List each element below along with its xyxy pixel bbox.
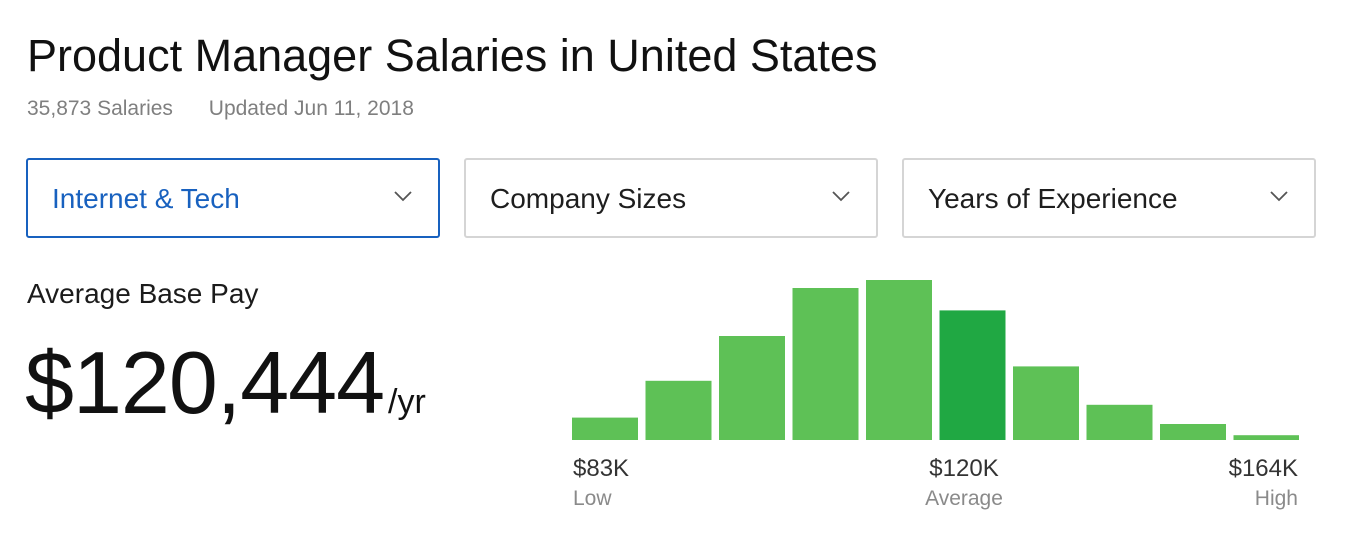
histogram-bar	[792, 288, 859, 440]
industry-filter-label: Internet & Tech	[52, 183, 240, 214]
histogram-bar-average	[939, 310, 1006, 440]
histogram-bar	[645, 380, 712, 440]
experience-filter-label: Years of Experience	[928, 183, 1178, 214]
axis-low-label: Low	[573, 487, 612, 510]
histogram-bar	[572, 417, 638, 440]
salary-count: 35,873 Salaries	[27, 97, 173, 120]
axis-low-value: $83K	[573, 455, 630, 482]
salary-histogram	[572, 270, 1299, 440]
chevron-down-icon	[394, 190, 412, 202]
histogram-bar	[1086, 404, 1153, 440]
salary-histogram-svg	[572, 280, 1299, 440]
axis-average-value: $120K	[929, 455, 999, 482]
experience-filter-dropdown[interactable]: Years of Experience	[902, 158, 1316, 238]
histogram-bar	[1013, 366, 1079, 440]
axis-average-label: Average	[925, 487, 1003, 510]
chevron-down-icon	[832, 190, 850, 202]
average-base-pay-value: $120,444/yr	[25, 328, 426, 438]
salary-meta: 35,873 Salaries Updated Jun 11, 2018	[27, 94, 414, 124]
updated-date: Updated Jun 11, 2018	[208, 97, 414, 120]
axis-high-value: $164K	[1228, 455, 1298, 482]
chevron-down-icon	[1270, 190, 1288, 202]
pay-amount: $120,444	[25, 333, 385, 432]
page-title: Product Manager Salaries in United State…	[27, 30, 878, 81]
histogram-bar	[1233, 435, 1299, 440]
company-size-filter-dropdown[interactable]: Company Sizes	[464, 158, 878, 238]
pay-unit: /yr	[388, 383, 426, 421]
histogram-bar	[866, 280, 932, 440]
histogram-bar	[1160, 424, 1226, 440]
average-base-pay-label: Average Base Pay	[27, 278, 259, 309]
industry-filter-dropdown[interactable]: Internet & Tech	[26, 158, 440, 238]
histogram-bar	[719, 336, 785, 440]
company-size-filter-label: Company Sizes	[490, 183, 687, 214]
axis-high-label: High	[1254, 487, 1298, 510]
